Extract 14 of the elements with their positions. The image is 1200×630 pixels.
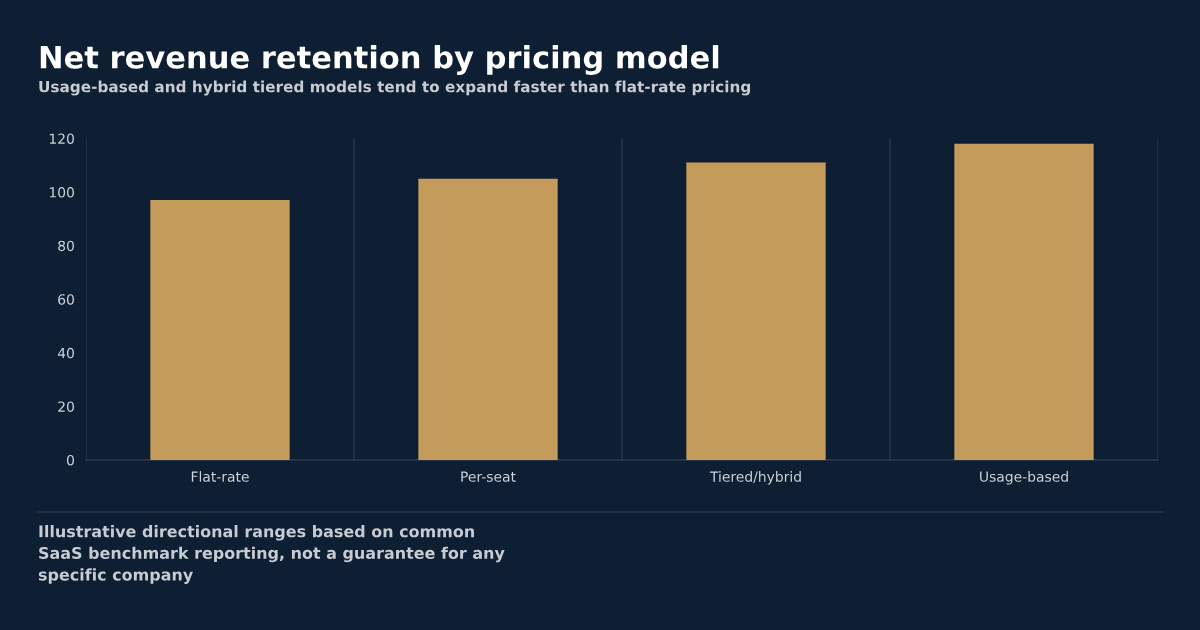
x-tick-label: Per-seat (461, 471, 516, 482)
y-tick-label: 20 (58, 401, 74, 412)
chart-title: Net revenue retention by pricing model (40, 45, 719, 75)
y-tick-label: 40 (57, 347, 74, 359)
y-tick-label: 120 (49, 133, 74, 144)
chart-subtitle: Usage-based and hybrid tiered models tend to expand faster than flat-rate pricing (39, 80, 751, 96)
x-tick-label: Usage-based (980, 471, 1068, 485)
y-tick-label: 60 (58, 294, 74, 305)
x-tick-label: Tiered/hybrid (709, 471, 801, 485)
text: Illustrative directional ranges based on common SaaS benchmark reporting, not a guarantee for any specific company (38, 525, 505, 584)
y-tick-label: 80 (58, 240, 74, 252)
x-tick-label: Flat-rate (191, 471, 249, 482)
y-tick-label: 0 (66, 454, 74, 466)
y-tick-label: 100 (49, 187, 74, 198)
